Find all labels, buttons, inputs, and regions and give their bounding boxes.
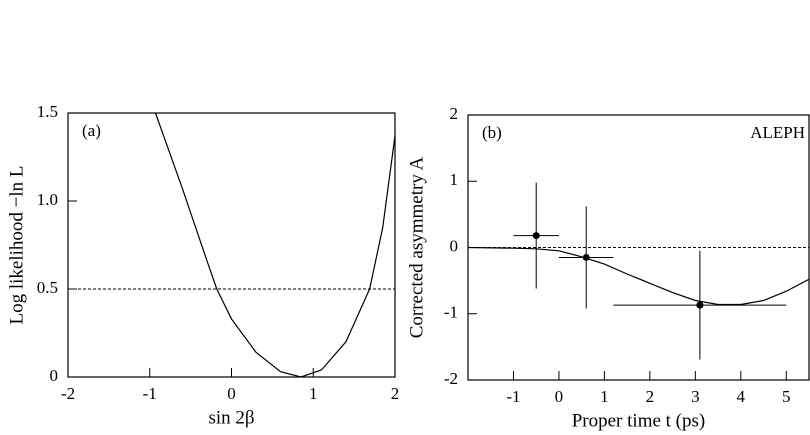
plot-frame	[67, 112, 396, 378]
x-tick-label: 1	[600, 387, 609, 406]
x-tick-label: -1	[506, 387, 520, 406]
x-tick-label: 0	[555, 387, 564, 406]
y-axis-label: Corrected asymmetry A	[406, 156, 427, 338]
x-tick-label: 3	[691, 387, 700, 406]
x-tick-label: 2	[646, 387, 655, 406]
x-tick-label: 4	[737, 387, 746, 406]
y-tick-label: 0.5	[37, 278, 58, 297]
y-tick-label: 1.0	[37, 190, 58, 209]
curve	[468, 246, 809, 306]
panel-label: (a)	[82, 121, 101, 140]
y-tick-label: -2	[444, 369, 458, 388]
x-tick-label: 0	[227, 384, 236, 403]
y-tick-label: 2	[450, 104, 459, 123]
panel-label: (b)	[482, 123, 502, 142]
y-tick-label: 0	[50, 366, 59, 385]
data-point	[582, 253, 590, 261]
data-point	[696, 301, 704, 309]
y-tick-label: -1	[444, 303, 458, 322]
curve	[154, 113, 395, 377]
annotation: ALEPH	[750, 123, 805, 142]
x-axis-label: Proper time t (ps)	[572, 410, 706, 431]
y-tick-label: 1	[450, 170, 459, 189]
x-tick-label: -1	[143, 384, 157, 403]
x-tick-label: 2	[391, 384, 400, 403]
y-tick-label: 0	[450, 236, 459, 255]
y-tick-label: 1.5	[37, 102, 58, 121]
x-tick-label: -2	[61, 384, 75, 403]
x-tick-label: 5	[782, 387, 791, 406]
x-tick-label: 1	[309, 384, 318, 403]
data-point	[532, 232, 540, 240]
y-axis-label: Log likelihood −ln L	[6, 165, 27, 324]
x-axis-label: sin 2β	[208, 407, 254, 428]
